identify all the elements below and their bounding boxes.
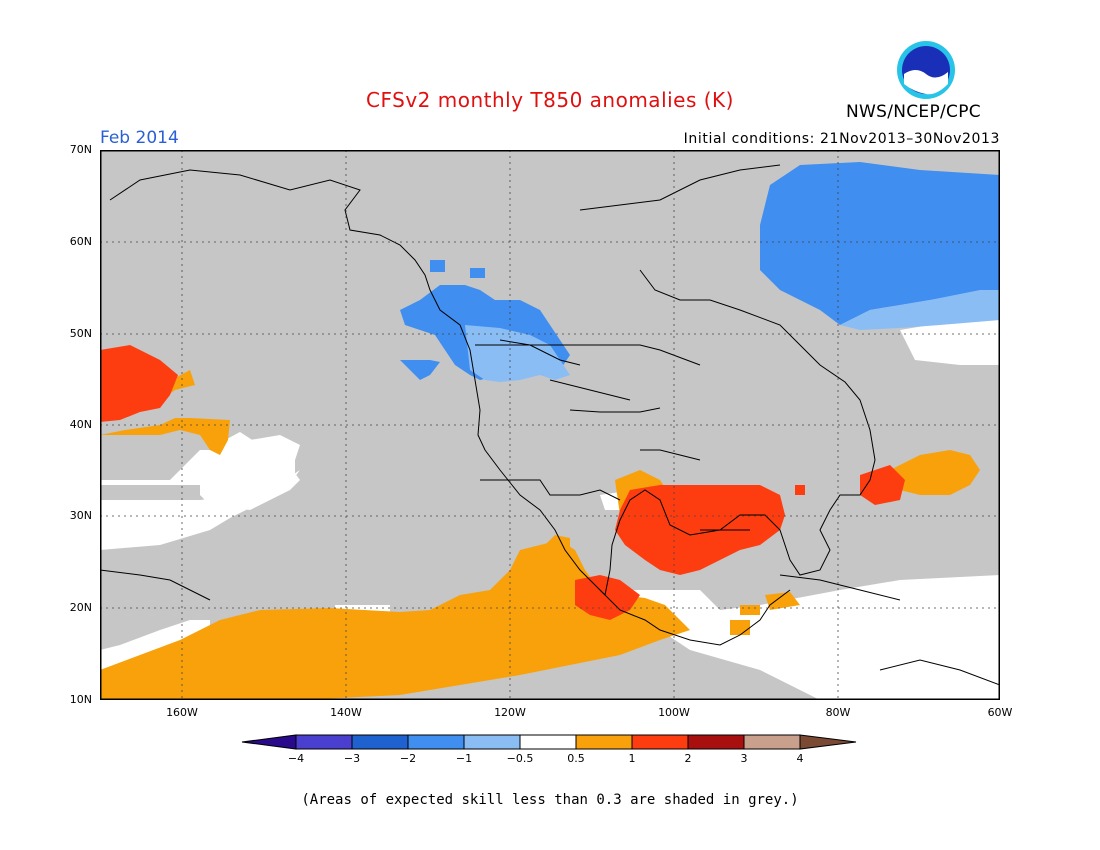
colorbar-label: 2: [684, 752, 692, 765]
lon-label-140w: 140W: [330, 706, 362, 719]
colorbar-arrow-low: [241, 734, 297, 750]
skill-note: (Areas of expected skill less than 0.3 a…: [301, 792, 799, 808]
anomaly-map: [100, 150, 1000, 700]
lat-label-60n: 60N: [69, 235, 92, 248]
lon-label-80w: 80W: [825, 706, 851, 719]
lon-label-100w: 100W: [658, 706, 690, 719]
lat-label-50n: 50N: [69, 327, 92, 340]
graticule: [100, 150, 1000, 700]
colorbar-box: [463, 734, 521, 750]
noaa-logo-icon: [897, 41, 955, 99]
colorbar-label: −0.5: [506, 752, 534, 765]
initial-conditions-label: Initial conditions: 21Nov2013–30Nov2013: [683, 131, 1000, 147]
map-title: CFSv2 monthly T850 anomalies (K): [366, 88, 734, 112]
colorbar-label: 4: [796, 752, 804, 765]
lat-label-20n: 20N: [69, 601, 92, 614]
coastlines: [100, 164, 1000, 686]
lon-label-120w: 120W: [494, 706, 526, 719]
lat-label-70n: 70N: [69, 143, 92, 156]
lat-label-10n: 10N: [69, 693, 92, 706]
colorbar-box: [631, 734, 689, 750]
colorbar-box: [351, 734, 409, 750]
colorbar-label: 1: [628, 752, 636, 765]
lat-label-40n: 40N: [69, 418, 92, 431]
colorbar-arrow-high: [799, 734, 857, 750]
colorbar-label: −4: [287, 752, 305, 765]
colorbar-label: −2: [399, 752, 417, 765]
colorbar-label: 3: [740, 752, 748, 765]
lon-label-160w: 160W: [166, 706, 198, 719]
colorbar-label: −3: [343, 752, 361, 765]
map-frame: [100, 150, 1000, 700]
colorbar-label: −1: [455, 752, 473, 765]
colorbar-box: [407, 734, 465, 750]
colorbar-box: [687, 734, 745, 750]
colorbar-box: [575, 734, 633, 750]
valid-month-label: Feb 2014: [100, 128, 179, 148]
colorbar-box: [295, 734, 353, 750]
colorbar-label: 0.5: [567, 752, 585, 765]
lat-label-30n: 30N: [69, 509, 92, 522]
lon-label-60w: 60W: [987, 706, 1013, 719]
organization-label: NWS/NCEP/CPC: [846, 102, 981, 122]
color-bar: [241, 734, 857, 750]
colorbar-box: [519, 734, 577, 750]
colorbar-box: [743, 734, 801, 750]
